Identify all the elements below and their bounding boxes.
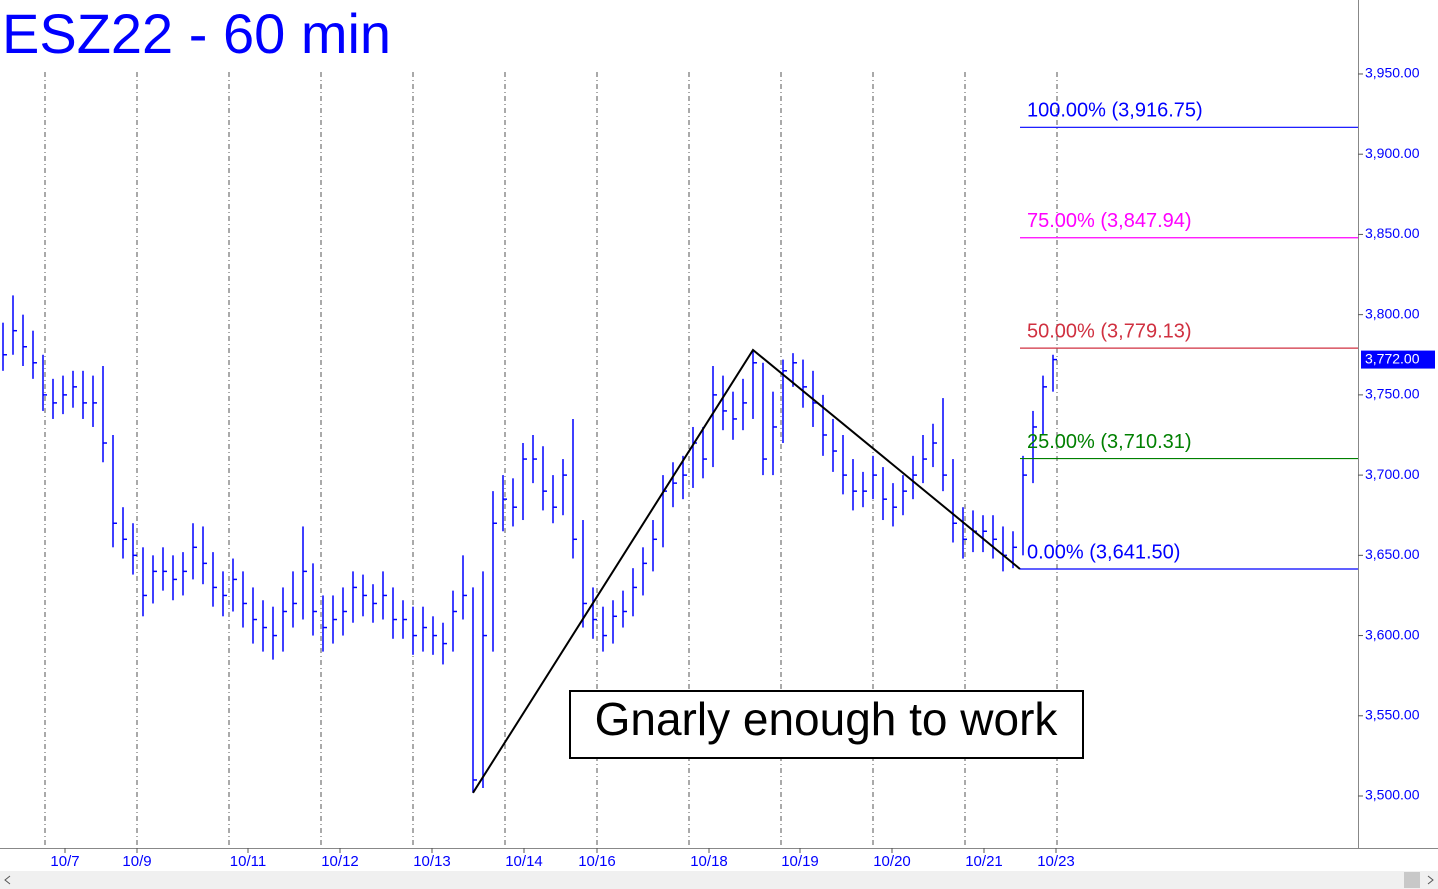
fib-label: 25.00% (3,710.31) (1027, 431, 1192, 453)
x-tick-label: 10/16 (578, 853, 616, 870)
scroll-right[interactable] (1427, 875, 1434, 885)
fib-label: 75.00% (3,847.94) (1027, 210, 1192, 232)
fib-label: 50.00% (3,779.13) (1027, 320, 1192, 342)
y-tick-label: 3,700.00 (1365, 466, 1420, 482)
swing-line (472, 348, 1021, 794)
last-price-box (1361, 350, 1435, 369)
x-tick-label: 10/18 (690, 853, 728, 870)
scroll-left[interactable] (4, 875, 11, 885)
x-tick-label: 10/23 (1037, 853, 1075, 870)
y-tick-label: 3,750.00 (1365, 386, 1420, 402)
scrollbar (0, 871, 1438, 889)
x-tick-label: 10/14 (505, 853, 543, 870)
chart-title: ESZ22 - 60 min (2, 2, 391, 65)
y-tick-label: 3,500.00 (1365, 787, 1420, 803)
fib-label: 0.00% (3,641.50) (1027, 541, 1180, 563)
y-tick-label: 3,850.00 (1365, 225, 1420, 241)
annotation-box (569, 690, 1084, 759)
scroll-thumb[interactable] (1404, 872, 1420, 888)
x-tick-label: 10/12 (321, 853, 359, 870)
y-tick-label: 3,600.00 (1365, 626, 1420, 642)
x-tick-label: 10/20 (873, 853, 911, 870)
x-tick-label: 10/9 (122, 853, 151, 870)
y-tick-label: 3,550.00 (1365, 706, 1420, 722)
y-tick-label: 3,650.00 (1365, 546, 1420, 562)
x-tick-label: 10/13 (413, 853, 451, 870)
x-tick-label: 10/11 (230, 853, 266, 870)
y-tick-label: 3,800.00 (1365, 305, 1420, 321)
annotation: Gnarly enough to work (595, 693, 1059, 745)
scroll-track (0, 871, 1438, 889)
last-price-label: 3,772.00 (1365, 350, 1420, 366)
x-tick-label: 10/19 (781, 853, 819, 870)
y-tick-label: 3,900.00 (1365, 145, 1420, 161)
x-tick-label: 10/7 (50, 853, 79, 870)
x-tick-label: 10/21 (965, 853, 1003, 870)
y-tick-label: 3,950.00 (1365, 65, 1420, 81)
fib-label: 100.00% (3,916.75) (1027, 100, 1203, 122)
